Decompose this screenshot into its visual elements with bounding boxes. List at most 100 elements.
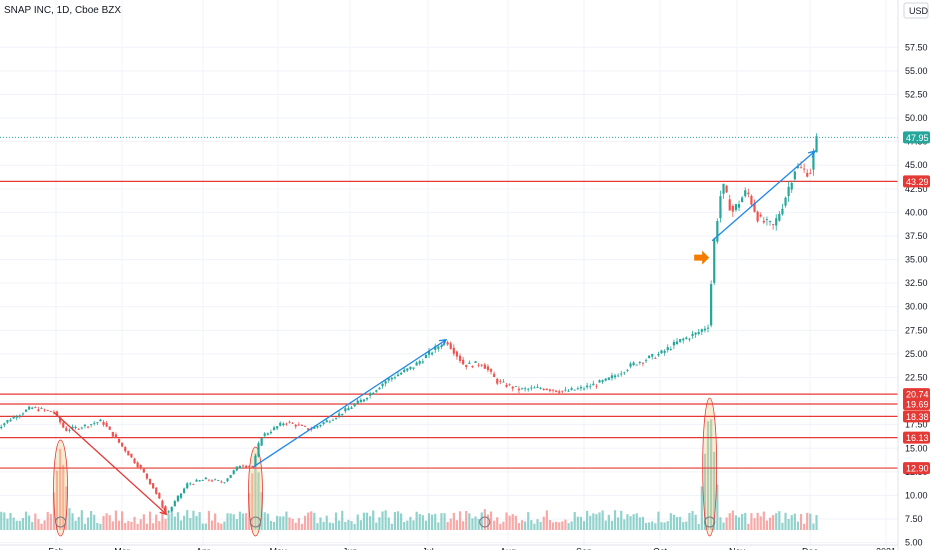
candle-body — [598, 380, 601, 383]
volume-bar — [40, 523, 43, 530]
candle-body — [592, 383, 595, 386]
candle-body — [235, 466, 238, 471]
candle-body — [483, 364, 486, 369]
volume-bar — [505, 512, 508, 530]
candle-body — [241, 465, 245, 467]
candle-body — [511, 386, 514, 389]
volume-bar — [93, 514, 96, 530]
volume-bar — [111, 521, 114, 530]
volume-bar — [223, 521, 226, 530]
candle-body — [781, 208, 784, 215]
volume-marker-circle — [704, 516, 716, 528]
candle-body — [282, 423, 285, 426]
volume-bar — [737, 517, 741, 530]
volume-bar — [539, 521, 542, 530]
volume-bars — [0, 419, 818, 530]
volume-bar — [741, 513, 744, 530]
candle-body — [6, 420, 9, 423]
candle-body — [139, 464, 142, 469]
volume-bar — [595, 514, 598, 530]
volume-bar — [331, 523, 335, 530]
horizontal-levels[interactable] — [0, 136, 898, 469]
candle-body — [623, 372, 626, 374]
candle-body — [369, 393, 372, 396]
candle-body — [415, 362, 418, 366]
volume-bar — [77, 516, 80, 530]
trend-lines[interactable] — [53, 150, 817, 516]
volume-bar — [83, 523, 87, 530]
candle-body — [799, 167, 803, 169]
volume-bar — [697, 523, 700, 530]
volume-bar — [148, 511, 152, 530]
volume-bar — [310, 511, 313, 530]
candle-body — [396, 374, 400, 377]
volume-bar — [555, 521, 558, 530]
volume-bar — [613, 510, 617, 530]
volume-bar — [452, 512, 455, 530]
candle-body — [703, 328, 707, 331]
volume-bar — [400, 513, 403, 530]
volume-bar — [765, 520, 769, 530]
candle-body — [809, 172, 812, 174]
candle-body — [393, 377, 397, 379]
volume-bar — [341, 510, 344, 530]
volume-bar — [21, 518, 25, 530]
volume-bar — [799, 513, 803, 530]
volume-bar — [254, 453, 257, 530]
candle-body — [778, 213, 781, 221]
candle-body — [43, 409, 46, 411]
volume-bar — [105, 513, 108, 530]
candle-body — [220, 481, 223, 483]
candle-body — [59, 417, 62, 423]
volume-bar — [809, 513, 812, 530]
volume-bar — [220, 523, 223, 530]
candle-body — [548, 389, 552, 391]
candle-body — [750, 195, 753, 205]
candle-body — [90, 424, 93, 426]
volume-bar — [561, 521, 564, 530]
right-arrow-icon — [694, 250, 710, 265]
price-axis[interactable]: 57.5055.0052.5050.0047.5045.0042.5040.00… — [897, 0, 932, 550]
volume-bar — [108, 515, 111, 530]
time-axis[interactable]: Feb Mar Apr May Jun Jul Aug Sep Oct Nov Dec 2021 — [0, 544, 898, 550]
candle-body — [269, 431, 273, 434]
last-price-label: 47.95 — [906, 133, 929, 143]
volume-bar — [437, 522, 440, 530]
candle-body — [46, 410, 49, 411]
candle-body — [412, 367, 415, 369]
volume-bar — [586, 510, 589, 530]
candle-body — [524, 388, 527, 390]
candle-body — [672, 342, 676, 346]
candle-body — [136, 462, 139, 468]
trend-line — [252, 339, 447, 468]
volume-bar — [378, 517, 381, 530]
candle-body — [108, 426, 111, 430]
candle-body — [626, 369, 629, 371]
candle-body — [167, 511, 170, 513]
candle-body — [18, 415, 21, 417]
volume-bar — [623, 519, 626, 530]
candle-body — [15, 417, 18, 419]
candle-body — [762, 220, 765, 223]
candle-body — [325, 420, 328, 423]
candle-body — [409, 366, 412, 369]
volume-bar — [37, 519, 40, 530]
candle-body — [353, 404, 356, 407]
price-tick-label: 7.50 — [905, 514, 923, 524]
candle-body — [406, 368, 409, 371]
price-tick-label: 32.50 — [905, 278, 928, 288]
volume-bar — [24, 511, 28, 530]
candle-body — [248, 465, 251, 467]
volume-bar — [629, 516, 632, 530]
time-tick-label: Feb — [48, 546, 64, 550]
candle-body — [217, 480, 220, 482]
volume-bar — [641, 516, 645, 530]
candle-body — [641, 362, 645, 364]
price-tick-label: 17.50 — [905, 420, 928, 430]
volume-bar — [706, 421, 710, 530]
candle-body — [322, 422, 325, 425]
candle-body — [759, 214, 762, 217]
price-tick-label: 15.00 — [905, 443, 928, 453]
candle-body — [493, 373, 496, 378]
